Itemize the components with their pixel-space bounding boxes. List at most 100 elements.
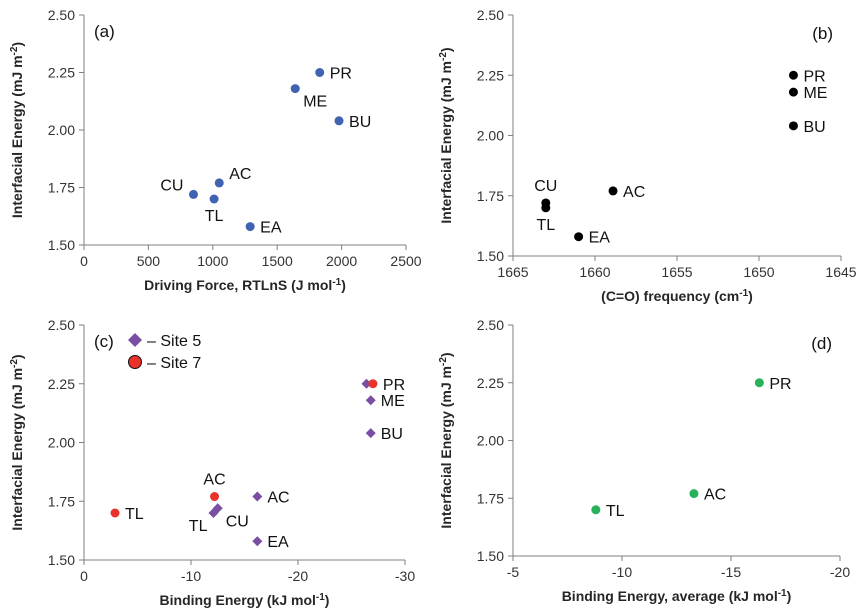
y-tick-label: 1.75 [477,188,504,204]
y-tick-label: 2.25 [48,376,75,392]
point-label: PR [803,68,825,85]
data-point [689,489,699,499]
y-axis-title: Interfacial Energy (mJ m-2) [9,42,26,218]
x-tick-label: -10 [612,564,632,580]
y-axis-title: Interfacial Energy (mJ m-2) [9,354,26,530]
y-tick-label: 2.50 [477,317,504,333]
data-point [368,379,378,389]
x-axis-title: Driving Force, RTLnS (J mol-1) [144,277,346,294]
data-point [365,395,376,406]
panel-label: (b) [812,24,833,43]
y-tick-label: 2.00 [48,435,75,451]
x-tick-label: 1655 [661,264,692,280]
chart-panel-0: 1.50 1.75 2.00 2.25 2.50 0 500 1000 1500 2000 2500… [9,7,422,293]
data-point [214,178,224,188]
legend-label: – Site 5 [147,333,201,350]
point-label: AC [267,490,289,507]
legend-marker [128,333,142,347]
y-tick-label: 2.50 [48,7,75,23]
y-tick-label: 2.00 [477,433,504,449]
data-point [608,186,618,196]
data-point [788,70,798,80]
data-point [591,505,601,515]
y-tick-label: 2.50 [48,317,75,333]
point-label: PR [383,377,405,394]
point-label: ME [381,393,405,410]
point-label: AC [623,184,645,201]
point-label: TL [189,518,208,535]
data-point [541,203,551,213]
x-axis-title: (C=O) frequency (cm-1) [601,288,753,305]
y-tick-label: 2.00 [48,122,75,138]
y-tick-label: 1.50 [48,237,75,253]
point-label: PR [330,66,352,83]
x-tick-label: 0 [80,253,88,269]
x-tick-label: -20 [830,564,850,580]
point-label: CU [226,513,249,530]
y-tick-label: 1.75 [48,493,75,509]
data-point [209,194,219,204]
x-tick-label: 1500 [262,253,293,269]
point-label: TL [606,503,625,520]
point-label: TL [125,506,144,523]
data-point [252,536,263,547]
data-point [361,378,372,389]
x-tick-label: 1665 [497,264,528,280]
data-point [334,116,344,126]
point-label: BU [381,426,403,443]
point-label: EA [260,220,282,237]
legend-marker [128,355,142,369]
data-point [208,508,219,518]
y-tick-label: 1.50 [48,552,75,568]
x-tick-label: -20 [288,568,308,584]
point-label: ME [803,85,827,102]
chart-panel-3: 1.50 1.75 2.00 2.25 2.50 -5 -10 -15 -20 Binding E… [438,317,851,604]
data-point [754,378,764,388]
point-label: ME [303,94,327,111]
point-label: BU [349,114,371,131]
point-label: PR [769,376,791,393]
y-tick-label: 1.75 [48,180,75,196]
data-point [788,87,798,97]
x-tick-label: 2000 [326,253,357,269]
data-point [788,121,798,131]
y-tick-label: 2.25 [477,375,504,391]
point-label: AC [203,472,225,489]
x-tick-label: 1650 [743,264,774,280]
legend-label: – Site 7 [147,355,201,372]
chart-panel-2: 1.50 1.75 2.00 2.25 2.50 0 -10 -20 -30 Binding En… [9,317,416,608]
y-tick-label: 1.75 [477,490,504,506]
panel-label: (a) [94,22,115,41]
data-point [245,222,255,232]
data-point [252,491,263,502]
y-tick-label: 2.25 [48,65,75,81]
point-label: EA [267,534,289,551]
data-point [210,492,220,502]
panel-label: (d) [811,334,832,353]
y-axis-title: Interfacial Energy (mJ m-2) [438,352,455,528]
point-label: AC [704,487,726,504]
data-point [574,232,584,242]
point-label: BU [803,119,825,136]
point-label: CU [160,177,183,194]
x-tick-label: 500 [137,253,161,269]
point-label: AC [229,166,251,183]
data-point [188,189,198,199]
x-tick-label: 0 [80,568,88,584]
x-tick-label: 1000 [197,253,228,269]
y-axis-title: Interfacial Energy (mJ m-2) [438,47,455,223]
y-tick-label: 2.00 [477,128,504,144]
data-point [365,428,376,439]
y-tick-label: 2.25 [477,67,504,83]
x-tick-label: 1660 [579,264,610,280]
point-label: TL [205,208,224,225]
x-tick-label: 1645 [825,264,856,280]
data-point [315,68,325,77]
x-tick-label: 2500 [390,253,421,269]
data-point [110,508,120,518]
chart-panel-1: 1.50 1.75 2.00 2.25 2.50 1665 1660 1655 1650 1645… [438,7,857,304]
y-tick-label: 1.50 [477,248,504,264]
y-tick-label: 2.50 [477,7,504,23]
point-label: TL [536,217,555,234]
